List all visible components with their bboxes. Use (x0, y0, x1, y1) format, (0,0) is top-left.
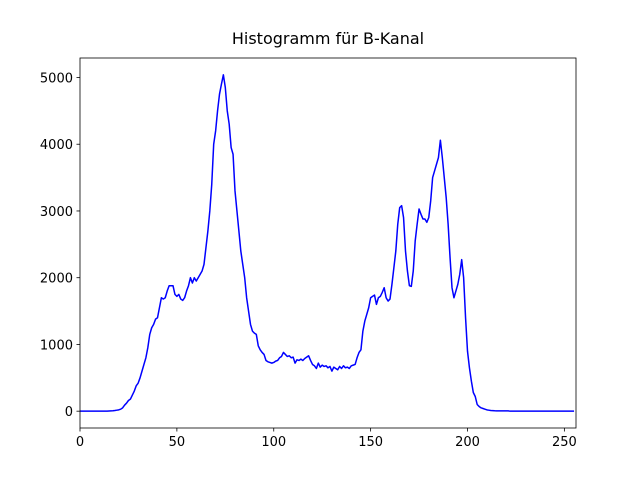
x-tick-label: 150 (358, 435, 383, 450)
axes-frame (79, 57, 577, 429)
x-tick-label: 200 (455, 435, 480, 450)
y-tick-label: 3000 (40, 205, 73, 220)
x-tick-label: 50 (169, 435, 186, 450)
x-tick-label: 100 (261, 435, 286, 450)
y-tick-label: 5000 (40, 71, 73, 86)
y-tick-label: 4000 (40, 138, 73, 153)
y-tick-label: 1000 (40, 338, 73, 353)
chart-title: Histogramm für B-Kanal (232, 29, 424, 48)
x-tick-label: 250 (552, 435, 577, 450)
y-tick-label: 0 (65, 405, 73, 420)
x-tick-label: 0 (76, 435, 84, 450)
line (80, 74, 575, 412)
y-tick-label: 2000 (40, 272, 73, 287)
